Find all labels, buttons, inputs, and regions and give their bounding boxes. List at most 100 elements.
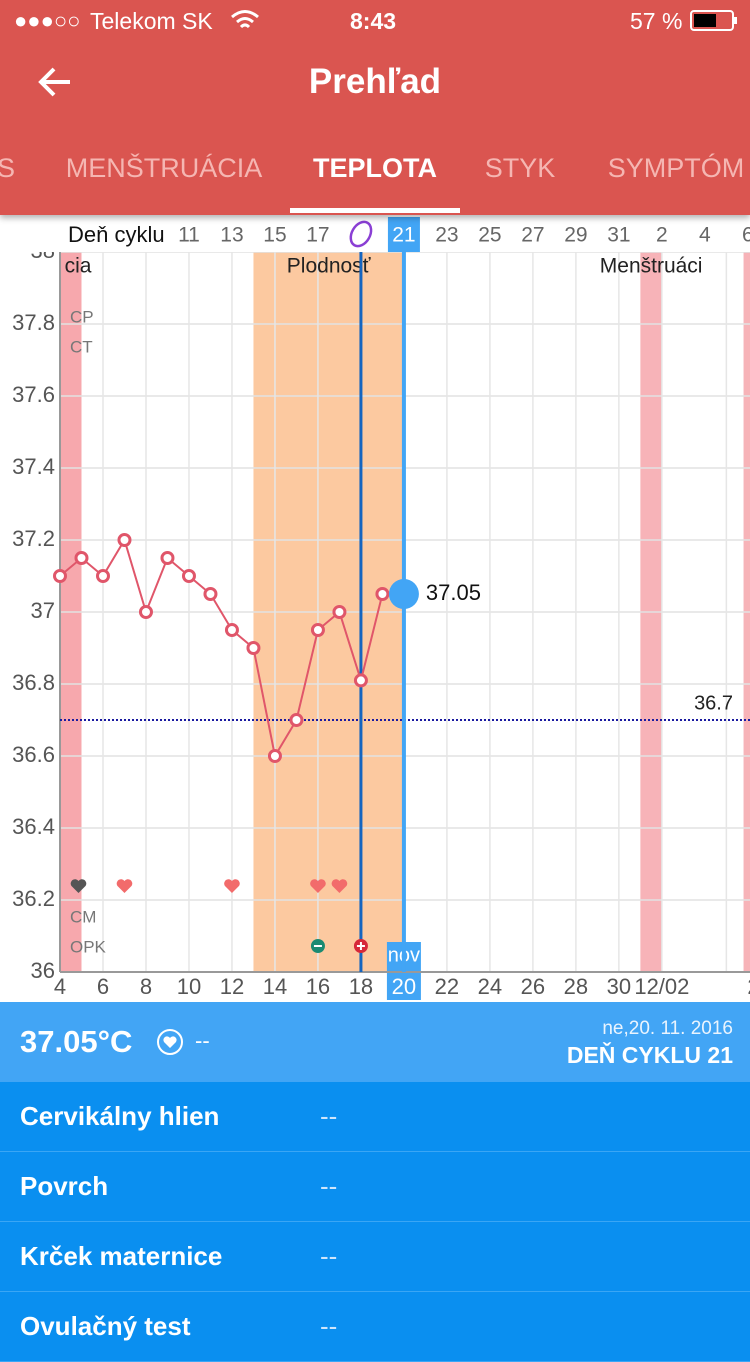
intercourse-mark (70, 879, 87, 893)
x2-tick-label: 13 (220, 224, 243, 247)
x-tick-label: 8 (140, 974, 152, 999)
x2-tick-label: 29 (564, 224, 587, 247)
intercourse-mark (331, 879, 348, 893)
detail-label: Povrch (20, 1171, 109, 1201)
y-tick-label: 37.2 (12, 526, 55, 551)
signal: ●●●○○ (14, 8, 81, 33)
x2-tick-label: 6 (742, 224, 750, 247)
title: Prehľad (308, 62, 442, 101)
point (203, 587, 218, 601)
selected-value: 37.05 (426, 580, 481, 605)
point (224, 623, 239, 637)
detail-row[interactable]: Cervikálny hlien -- (0, 1082, 750, 1152)
x-tick-label: 14 (263, 974, 287, 999)
summary-bar: 37.05°C -- ne,20. 11. 2016 DEŇ CYKLU 21 (0, 1002, 750, 1082)
detail-value: -- (320, 1241, 338, 1271)
detail-row[interactable]: Krček maternice -- (0, 1222, 750, 1292)
point (353, 673, 368, 688)
point (160, 551, 175, 565)
x-tick-label: 16 (306, 974, 330, 999)
detail-label: Cervikálny hlien (20, 1101, 220, 1131)
temperature: 37.05°C (20, 1024, 133, 1059)
time: 8:43 (350, 8, 397, 34)
y-tick-label: 36.8 (12, 670, 55, 695)
note-icon (157, 1029, 183, 1055)
x-tick-label: 20 (392, 974, 416, 999)
row-label: CP (70, 307, 94, 326)
row-label: CT (70, 337, 93, 356)
y-tick-label: 37.8 (12, 310, 55, 335)
point (138, 605, 153, 619)
battery: 57 % (630, 8, 683, 34)
point (310, 623, 325, 637)
point (74, 551, 89, 565)
detail-value: -- (320, 1171, 338, 1201)
x-tick-label: 22 (435, 974, 459, 999)
selected-point (388, 579, 419, 609)
point (332, 605, 347, 619)
x-tick-label: 26 (521, 974, 545, 999)
x-tick-label: 10 (177, 974, 201, 999)
x-tick-label: 4 (54, 974, 66, 999)
x-tick-label: 12/02 (634, 974, 689, 999)
date: ne,20. 11. 2016 (602, 1018, 733, 1039)
x-tick-label: 2016 (747, 974, 750, 999)
tab[interactable]: STYK (484, 153, 556, 183)
point (53, 569, 67, 583)
wifi-icon (231, 10, 259, 29)
detail-value: -- (320, 1311, 338, 1341)
tab-indicator (290, 208, 460, 213)
intercourse-mark (310, 879, 326, 893)
region-label: Plodnosť (287, 255, 372, 278)
tab[interactable]: TEPLOTA (313, 153, 437, 183)
tab[interactable]: S (0, 153, 15, 183)
x2-tick-label: 2 (656, 224, 668, 247)
y-tick-label: 36 (31, 958, 55, 983)
detail-value: -- (320, 1101, 338, 1131)
y-tick-label: 37.6 (12, 382, 55, 407)
selected-cycle-box (387, 217, 420, 252)
ovulation-icon (349, 220, 373, 248)
y-tick-label: 36.2 (12, 886, 55, 911)
tab[interactable]: SYMPTÓM (607, 153, 745, 183)
app-bar: ●●●○○ Telekom SK 8:43 57 % Prehľad S MENŠ… (0, 0, 750, 215)
detail-row[interactable]: Povrch -- (0, 1152, 750, 1222)
x-tick-label: 18 (349, 974, 373, 999)
detail-row[interactable]: Ovulačný test -- (0, 1292, 750, 1362)
row-label: CM (70, 907, 96, 926)
back-button[interactable] (36, 64, 76, 100)
point (375, 587, 390, 601)
coverline-label: 36.7 (694, 692, 733, 714)
carrier: Telekom SK (90, 8, 213, 34)
point (267, 749, 282, 763)
x2-tick-label: 11 (178, 224, 200, 247)
detail-label: Ovulačný test (20, 1311, 191, 1341)
x2-tick-label: 17 (306, 224, 329, 247)
y-tick-label: 36.6 (12, 742, 55, 767)
region-label: cia (65, 255, 92, 278)
y-tick-label: 37.4 (12, 454, 55, 479)
top-axis-bg (0, 215, 750, 252)
y-tick-label: 37 (31, 598, 55, 623)
point (289, 713, 304, 727)
x-tick-label: 12 (220, 974, 244, 999)
chart: 3636.236.436.636.83737.237.437.637.83846… (0, 215, 750, 1000)
x2-tick-label: 21 (392, 224, 415, 247)
y-tick-label: 36.4 (12, 814, 55, 839)
intercourse-mark (224, 879, 240, 893)
x2-tick-label: 4 (699, 224, 711, 247)
note: -- (195, 1028, 210, 1053)
tab[interactable]: MENŠTRUÁCIA (65, 153, 263, 183)
point (117, 533, 132, 547)
x2-tick-label: 25 (478, 224, 501, 247)
x2-tick-label: 23 (435, 224, 458, 247)
x-tick-label: 30 (607, 974, 631, 999)
point (95, 569, 110, 583)
x2-tick-label: 31 (607, 224, 630, 247)
region-label: Menštruáci (600, 255, 703, 278)
x-axis-title: Deň cyklu (68, 222, 165, 247)
opk-sign (356, 942, 365, 950)
x2-tick-label: 15 (263, 224, 286, 247)
x-tick-label: 6 (97, 974, 109, 999)
